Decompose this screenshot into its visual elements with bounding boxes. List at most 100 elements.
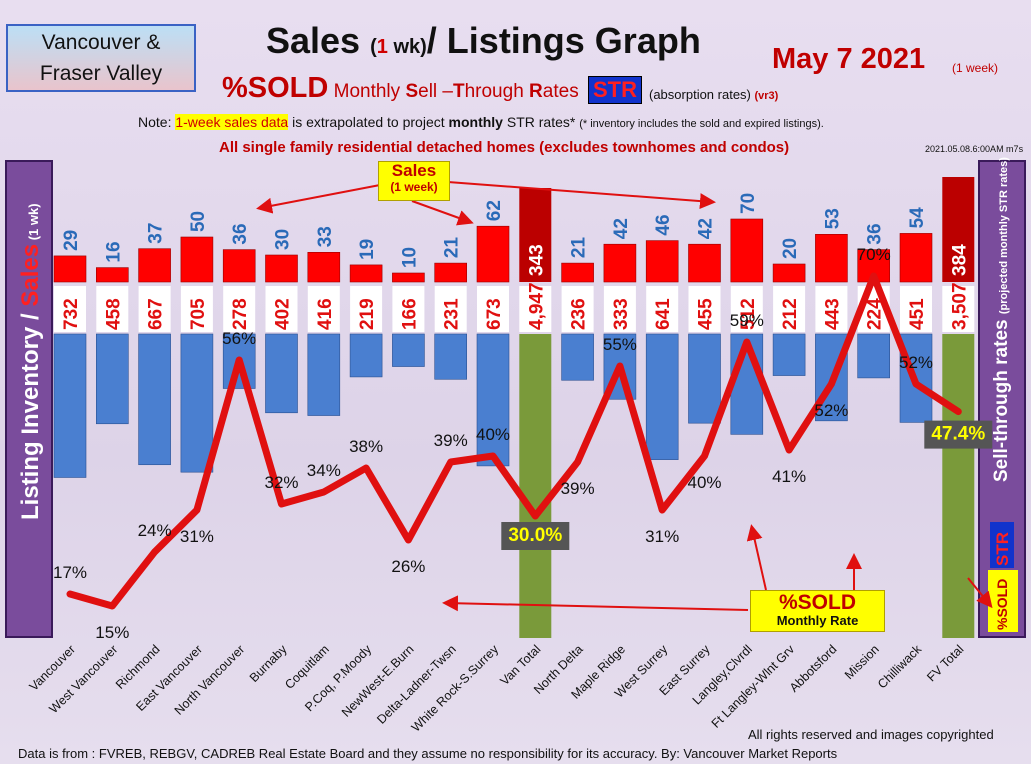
sales-bar [307, 252, 341, 283]
sales-bar [476, 225, 510, 283]
inventory-label-box [519, 286, 552, 332]
inventory-label: 278 [230, 298, 251, 330]
data-source-note: Data is from : FVREB, REBGV, CADREB Real… [18, 746, 838, 761]
category-label: Mission [842, 642, 882, 682]
inventory-label: 231 [442, 298, 463, 330]
region-line-2: Fraser Valley [39, 62, 163, 85]
inventory-label-box [392, 286, 425, 332]
inventory-label-box [688, 286, 721, 332]
pct-label: 30.0% [508, 525, 562, 546]
pct-label: 34% [307, 461, 341, 480]
pct-label: 52% [814, 401, 848, 420]
sales-bar [349, 264, 383, 283]
inventory-bar [349, 333, 383, 378]
inventory-bar [434, 333, 468, 380]
pct-label: 40% [476, 425, 510, 444]
sales-label: 19 [357, 239, 378, 260]
sales-arrow-mid [411, 200, 474, 226]
sold-arrow-up-left [746, 524, 767, 591]
methodology-note: Note: 1-week sales data is extrapolated … [138, 114, 824, 130]
sales-bar [265, 254, 298, 283]
sales-bar [392, 272, 425, 283]
sales-bar [899, 233, 933, 283]
inventory-bar [942, 334, 975, 638]
inventory-label: 166 [399, 298, 420, 330]
sales-label: 21 [569, 237, 590, 259]
str-axis-badge: STR [990, 522, 1014, 568]
sales-bar [603, 243, 637, 283]
sales-label: 54 [907, 207, 928, 229]
str-badge: STR [588, 76, 642, 104]
absorption-note: (absorption rates) (vr3) [649, 87, 779, 102]
inventory-label: 402 [273, 298, 294, 330]
inventory-label-box [350, 286, 383, 332]
inventory-label-box [265, 286, 298, 332]
inventory-label: 641 [653, 298, 674, 330]
sales-bar [688, 243, 721, 283]
sales-bar [942, 177, 975, 282]
category-label: NewWest-E.Burn [339, 642, 417, 720]
inventory-label: 673 [484, 298, 505, 330]
sales-label: 16 [103, 241, 124, 262]
inventory-label-box [646, 286, 679, 332]
inventory-bar [857, 333, 891, 379]
inventory-label-box [96, 286, 129, 332]
pct-label: 41% [772, 467, 806, 486]
sales-label: 10 [399, 247, 420, 268]
inventory-bar [392, 333, 425, 367]
sales-label: 36 [230, 223, 251, 244]
pct-label: 55% [603, 335, 637, 354]
left-axis-panel [5, 160, 53, 638]
sales-bar [53, 255, 87, 283]
inventory-bar [561, 333, 594, 381]
sales-label: 33 [315, 226, 336, 247]
inventory-label: 732 [61, 298, 82, 330]
sold-arrow-right [967, 577, 993, 609]
pct-label: 31% [645, 527, 679, 546]
pct-label: 31% [180, 527, 214, 546]
inventory-bar [519, 334, 552, 638]
pct-label: 17% [53, 563, 87, 582]
inventory-label-box [942, 286, 975, 332]
region-line-1: Vancouver & [41, 30, 161, 54]
scope-note: All single family residential detached h… [219, 139, 790, 156]
pct-label: 47.4% [931, 424, 985, 445]
pct-label: 32% [264, 473, 298, 492]
inventory-label: 512 [738, 298, 759, 330]
inventory-label: 443 [822, 298, 843, 330]
sales-label: 20 [780, 238, 801, 259]
inventory-bar [645, 333, 679, 460]
sales-bar [434, 262, 468, 283]
inventory-label-box [434, 286, 467, 332]
sold-arrow-left [442, 595, 749, 612]
sales-label: 37 [146, 223, 167, 244]
sold-axis-badge: %SOLD [988, 570, 1018, 632]
inventory-label: 4,947 [526, 282, 547, 330]
inventory-bar [476, 333, 510, 467]
inventory-label: 455 [696, 298, 717, 330]
pct-label: 15% [95, 623, 129, 642]
inventory-label-box [223, 286, 256, 332]
inventory-label: 451 [907, 298, 928, 330]
inventory-label-box [773, 286, 806, 332]
category-label: Ft Langley-Wlnt Grv [709, 642, 798, 731]
pct-label: 40% [687, 473, 721, 492]
inventory-bar [53, 333, 87, 478]
sales-label: 62 [484, 200, 505, 221]
report-date: May 7 2021 [772, 43, 926, 75]
inventory-bar [138, 333, 171, 466]
pct-label: 39% [434, 431, 468, 450]
inventory-label: 416 [315, 298, 336, 330]
category-label: Burnaby [247, 642, 290, 685]
sales-label: 343 [526, 244, 547, 276]
inventory-bar [180, 333, 214, 473]
inventory-label-box [603, 286, 636, 332]
inventory-label-box [900, 286, 932, 332]
inventory-label-box [307, 286, 340, 332]
sales-label: 42 [696, 218, 717, 239]
sales-label: 29 [61, 230, 82, 251]
sales-bar [96, 267, 129, 283]
inventory-label: 212 [780, 298, 801, 330]
